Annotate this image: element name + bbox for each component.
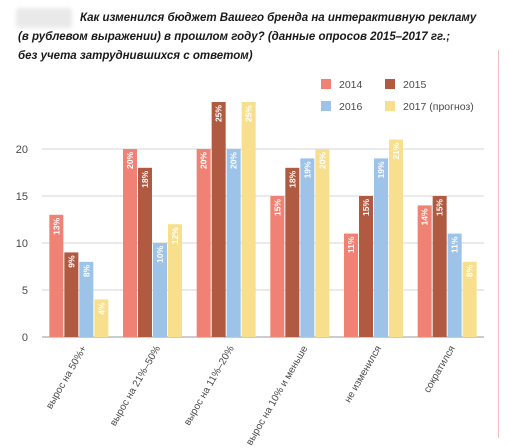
legend-label-2015: 2015	[403, 79, 427, 91]
data-label: 12%	[170, 227, 180, 244]
category-labels: вырос на 50%+ вырос на 21%–50% вырос на 11…	[44, 344, 457, 448]
category-label: сократился	[422, 344, 458, 395]
bar-2017	[315, 149, 330, 337]
data-label: 8%	[465, 264, 475, 277]
bar-2015	[64, 252, 79, 337]
category-label: вырос на 21%–50%	[108, 344, 163, 428]
data-label: 20%	[125, 152, 135, 169]
bar-2015	[285, 167, 300, 337]
category-label: вырос на 10% и меньше	[244, 344, 310, 448]
legend-label-2016: 2016	[339, 101, 363, 113]
data-label: 18%	[287, 170, 297, 187]
data-label: 20%	[229, 152, 239, 169]
y-tick-label: 20	[16, 144, 28, 156]
category-label: вырос на 50%+	[44, 344, 89, 411]
y-tick-label: 0	[22, 332, 28, 344]
data-label: 15%	[435, 199, 445, 216]
data-label: 11%	[346, 236, 356, 253]
y-tick-label: 10	[16, 238, 28, 250]
title-line-2: (в рублевом выражении) в прошлом году? (…	[18, 31, 451, 43]
data-label: 21%	[391, 142, 401, 159]
bar-2014	[344, 233, 358, 337]
legend: 2014 2015 2016 2017 (прогноз)	[321, 79, 474, 113]
bar-2016	[79, 261, 94, 337]
data-label: 15%	[272, 199, 282, 216]
bar-2016	[226, 149, 241, 337]
blurred-logo	[16, 8, 72, 28]
data-label: 15%	[361, 199, 371, 216]
bar-2017	[389, 139, 403, 337]
bar-2014	[49, 214, 64, 337]
bar-2015	[432, 196, 447, 337]
bar-2016	[447, 233, 462, 337]
data-label: 10%	[155, 246, 165, 263]
category-label: вырос на 11%–20%	[182, 344, 237, 428]
y-axis-ticks: 0 5 10 15 20	[16, 144, 28, 344]
data-label: 9%	[66, 255, 76, 268]
data-labels: 13% 9% 8% 4% 20% 18% 10% 12% 20% 25% 20% 25% 15% 18% 1…	[51, 105, 474, 315]
data-label: 11%	[450, 236, 460, 253]
legend-label-2014: 2014	[339, 79, 363, 91]
category-label: не изменился	[343, 344, 384, 405]
title-line-1: Как изменился бюджет Вашего бренда на ин…	[80, 12, 477, 24]
data-label: 20%	[199, 152, 209, 169]
bar-2015	[359, 196, 373, 337]
data-label: 4%	[96, 302, 106, 315]
legend-swatch-2017	[385, 101, 395, 111]
data-label: 18%	[140, 170, 150, 187]
bar-2014	[270, 196, 285, 337]
y-tick-label: 5	[22, 285, 28, 297]
legend-swatch-2016	[321, 101, 331, 111]
data-label: 19%	[376, 161, 386, 178]
bar-2014	[417, 205, 432, 337]
data-label: 19%	[302, 161, 312, 178]
bar-2017	[462, 261, 477, 337]
bars	[49, 102, 477, 337]
title-line-3: без учета затруднившихся с ответом)	[18, 50, 253, 62]
bar-2016	[374, 158, 388, 337]
data-label: 8%	[81, 264, 91, 277]
bar-2016	[300, 158, 315, 337]
bar-2017	[168, 224, 182, 337]
bar-2017	[241, 102, 256, 337]
bar-2015	[138, 167, 152, 337]
bar-2014	[123, 149, 137, 337]
data-label: 14%	[420, 208, 430, 225]
y-tick-label: 15	[16, 191, 28, 203]
bar-2015	[211, 102, 226, 337]
data-label: 25%	[214, 105, 224, 122]
legend-swatch-2015	[385, 79, 395, 89]
data-label: 13%	[51, 217, 61, 234]
legend-swatch-2014	[321, 79, 331, 89]
data-label: 20%	[317, 152, 327, 169]
data-label: 25%	[244, 105, 254, 122]
right-border-rule	[498, 50, 499, 438]
bar-2016	[153, 243, 167, 337]
grid-lines	[42, 148, 484, 338]
bar-2017	[94, 299, 109, 337]
legend-label-2017: 2017 (прогноз)	[403, 101, 474, 113]
bar-2014	[196, 149, 211, 337]
